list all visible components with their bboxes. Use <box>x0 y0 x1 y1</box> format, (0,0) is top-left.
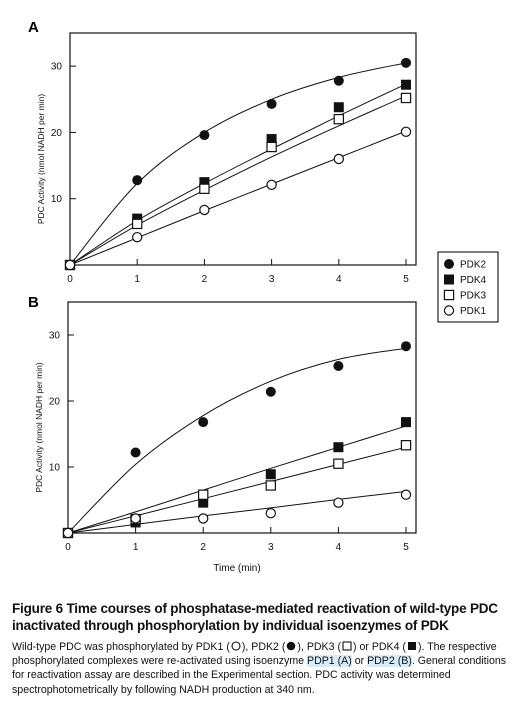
fit-curve-pdk4 <box>69 83 407 266</box>
caption-text: . General conditions for reactivation as… <box>12 655 507 696</box>
y-tick-label: 10 <box>49 463 61 474</box>
x-tick-label: 1 <box>133 542 139 553</box>
panel-a-letter: A <box>28 19 39 36</box>
data-point-pdk3 <box>400 440 412 451</box>
y-tick-label: 20 <box>51 128 63 139</box>
legend-marker-pdk2 <box>444 259 454 269</box>
caption-text: ), PDK3 ( <box>297 641 341 653</box>
data-point-pdk2 <box>132 175 143 186</box>
caption-text: ) or PDK4 ( <box>352 641 406 653</box>
y-tick-label: 20 <box>49 397 61 408</box>
x-tick-label: 2 <box>202 274 208 285</box>
legend-marker-pdk1 <box>443 305 455 316</box>
data-point-pdk3 <box>400 92 412 104</box>
legend-marker-pdk3 <box>443 289 455 301</box>
data-point-pdk4 <box>265 469 276 480</box>
data-point-pdk1 <box>333 153 344 165</box>
panel-a-plot: 0 1 2 3 4 5 10 20 30 PDC Activity (nmol NADH per … <box>36 32 417 285</box>
data-point-pdk1 <box>400 126 412 137</box>
plot-frame <box>67 301 417 534</box>
fit-curve-pdk1 <box>69 130 407 266</box>
caption-text: ). The respective phosphorylated complex… <box>12 641 497 668</box>
data-point-pdk2 <box>265 386 276 397</box>
open-square-icon <box>342 641 352 651</box>
panel-b-plot: 0 1 2 3 4 5 10 20 30 PDC Activity (nmol NADH per … <box>34 301 417 574</box>
data-point-pdk1 <box>333 497 344 508</box>
x-tick-label: 0 <box>67 274 73 285</box>
x-tick-label: 3 <box>268 542 274 553</box>
data-point-pdk1 <box>266 179 277 190</box>
data-point-pdk1 <box>130 513 141 524</box>
y-tick-label: 10 <box>51 194 63 205</box>
fit-curve-pdk3 <box>67 446 407 534</box>
data-point-pdk1 <box>199 204 210 216</box>
data-point-pdk4 <box>333 102 344 113</box>
legend-marker-pdk4 <box>444 274 454 285</box>
legend: PDK2 PDK4 PDK3 PDK1 <box>437 251 499 323</box>
y-tick-label: 30 <box>51 62 63 73</box>
data-point-pdk4 <box>199 177 210 188</box>
x-tick-label: 5 <box>403 542 409 553</box>
plot-frame <box>69 32 417 266</box>
data-point-pdk2 <box>198 417 209 428</box>
data-point-pdk2 <box>333 75 344 86</box>
data-point-pdk2 <box>199 130 210 141</box>
legend-label: PDK3 <box>460 291 487 302</box>
open-circle-icon <box>231 641 241 651</box>
data-point-pdk3 <box>265 480 277 491</box>
data-point-pdk1 <box>400 489 412 500</box>
data-point-pdk2 <box>333 361 344 372</box>
data-point-pdk4 <box>333 442 344 453</box>
data-point-pdk1 <box>265 508 276 519</box>
x-tick-label: 1 <box>134 274 140 285</box>
data-point-pdk1 <box>131 231 143 243</box>
fit-curve-pdk3 <box>69 95 407 266</box>
data-point-pdk4 <box>198 497 209 508</box>
y-axis-label: PDC Activity (nmol NADH per min) <box>34 362 44 493</box>
x-tick-label: 4 <box>336 274 342 285</box>
data-point-pdk1 <box>64 259 76 271</box>
data-point-pdk4 <box>132 213 143 224</box>
figure-caption-title: Figure 6 Time courses of phosphatase-med… <box>12 601 498 633</box>
caption-text: ), PDK2 ( <box>241 641 286 653</box>
x-axis-label: Time (min) <box>213 563 260 574</box>
data-point-pdk3 <box>132 218 143 230</box>
x-tick-label: 5 <box>403 274 409 285</box>
x-tick-label: 0 <box>65 542 71 553</box>
data-point-pdk2 <box>401 341 411 352</box>
figure-caption-body: Wild-type PDC was phosphorylated by PDK1… <box>12 640 508 697</box>
data-point-pdk2 <box>266 98 277 109</box>
data-point-pdk2 <box>401 57 411 68</box>
data-point-pdk3 <box>333 113 345 125</box>
panel-b-letter: B <box>28 294 39 311</box>
y-axis-label: PDC Activity (nmol NADH per min) <box>36 94 46 225</box>
data-point-pdk3 <box>266 141 277 153</box>
caption-highlight-pdp1: PDP1 (A) <box>307 655 352 668</box>
data-point-pdk4 <box>401 417 411 428</box>
filled-square-icon <box>407 642 416 650</box>
fit-curve-pdk1 <box>67 490 407 534</box>
legend-label: PDK2 <box>460 260 487 271</box>
filled-circle-icon <box>287 641 296 651</box>
data-point-pdk1 <box>197 513 209 524</box>
fit-curve-pdk4 <box>67 425 407 534</box>
data-point-pdk4 <box>266 134 277 145</box>
legend-label: PDK4 <box>460 275 487 286</box>
data-point-pdk3 <box>198 489 209 500</box>
caption-text: or <box>351 655 368 668</box>
fit-curve-pdk2 <box>67 347 407 534</box>
x-tick-label: 4 <box>336 542 342 553</box>
caption-highlight-pdp2: PDP2 (B) <box>367 655 412 668</box>
data-point-pdk2 <box>130 447 141 458</box>
data-point-pdk3 <box>333 458 344 469</box>
caption-text: Wild-type PDC was phosphorylated by PDK1… <box>12 641 230 653</box>
data-point-pdk1 <box>62 527 74 539</box>
x-tick-label: 2 <box>200 542 206 553</box>
data-point-pdk4 <box>401 79 411 90</box>
legend-label: PDK1 <box>460 306 487 317</box>
y-tick-label: 30 <box>49 331 61 342</box>
x-tick-label: 3 <box>269 274 275 285</box>
data-point-pdk3 <box>199 183 210 194</box>
